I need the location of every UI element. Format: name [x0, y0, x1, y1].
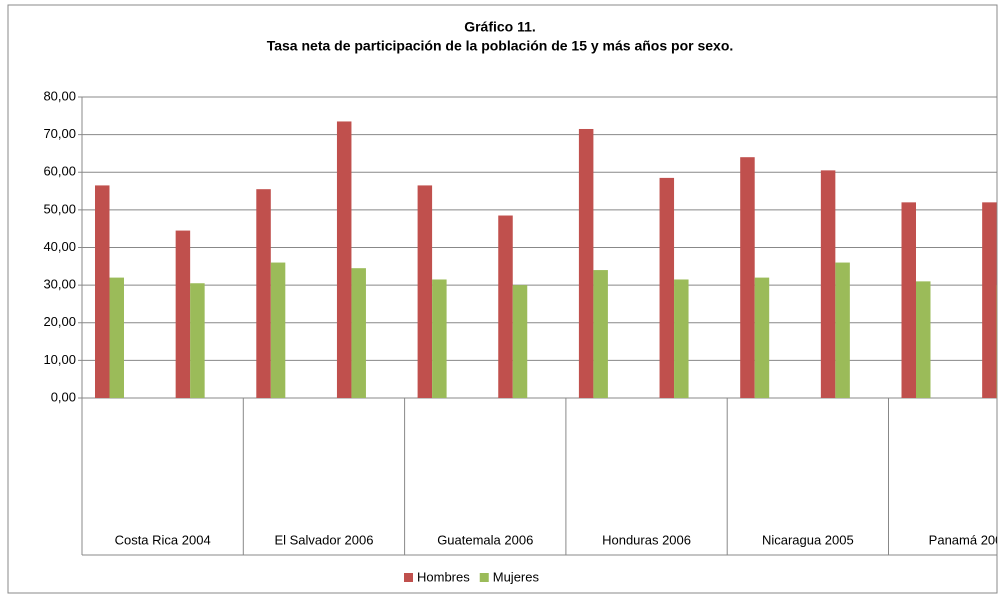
bar [95, 185, 110, 398]
chart-subtitle: Tasa neta de participación de la poblaci… [267, 38, 734, 54]
bar [901, 202, 916, 398]
y-tick-label: 40,00 [43, 239, 76, 254]
bar [835, 262, 850, 398]
group-label: Honduras 2006 [602, 532, 691, 547]
legend-label: Hombres [417, 569, 470, 584]
bar [578, 128, 594, 398]
bar [417, 185, 433, 398]
bar [432, 279, 447, 398]
legend-label: Mujeres [493, 569, 540, 584]
y-tick-label: 70,00 [43, 126, 76, 141]
bar [820, 170, 836, 398]
y-tick-label: 20,00 [43, 314, 76, 329]
bar [270, 262, 286, 398]
y-tick-label: 60,00 [43, 164, 76, 179]
y-tick-label: 50,00 [43, 201, 76, 216]
group-label: Guatemala 2006 [437, 532, 533, 547]
bar [512, 285, 528, 398]
chart-title: Gráfico 11. [464, 19, 536, 35]
group-label: Panamá 2003 [929, 532, 1003, 547]
bar [175, 230, 191, 398]
legend-swatch [479, 573, 489, 582]
bar [109, 277, 124, 398]
bar [593, 270, 608, 398]
bar [754, 277, 770, 398]
bar [498, 215, 513, 398]
y-tick-label: 80,00 [43, 88, 76, 103]
bar [916, 281, 931, 398]
group-label: El Salvador 2006 [274, 532, 373, 547]
legend-swatch [404, 573, 413, 582]
bar [996, 285, 997, 398]
y-tick-label: 0,00 [51, 389, 76, 404]
bar [659, 177, 675, 398]
bar [190, 283, 205, 398]
bar [674, 279, 689, 398]
bar [256, 189, 271, 398]
bar [336, 121, 352, 399]
bar [740, 157, 755, 398]
group-label: Nicaragua 2005 [762, 532, 854, 547]
group-label: Costa Rica 2004 [115, 532, 211, 547]
plot: Costa Rica 2004 El Salvador 2006 Guatemala… [78, 96, 1003, 556]
y-tick-label: 30,00 [43, 277, 76, 292]
bar [982, 202, 997, 398]
y-tick-label: 10,00 [43, 352, 76, 367]
bar [351, 268, 366, 398]
